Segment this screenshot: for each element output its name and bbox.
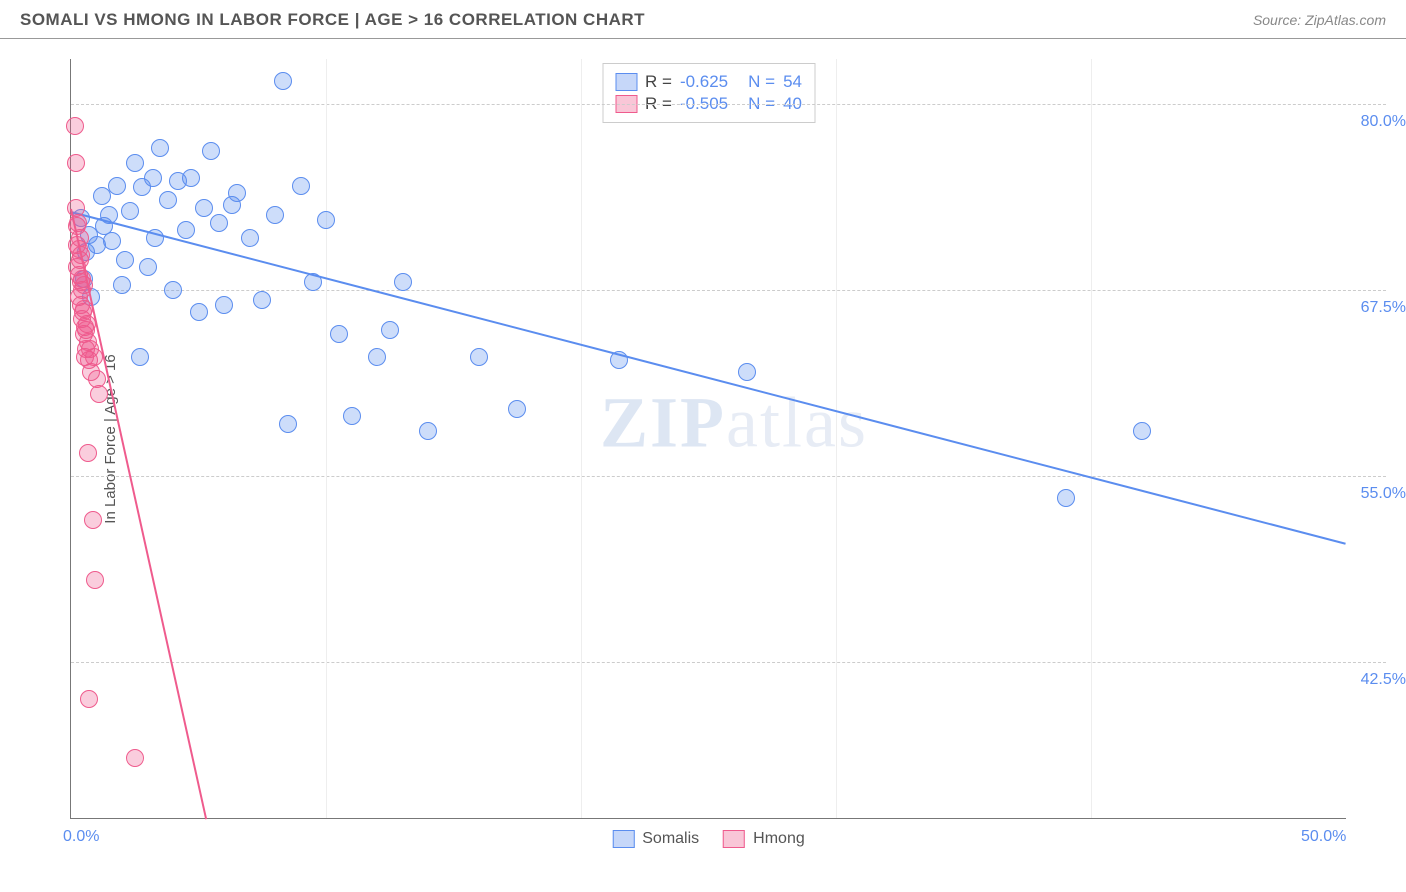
chart-header: SOMALI VS HMONG IN LABOR FORCE | AGE > 1…: [0, 0, 1406, 39]
data-point: [164, 281, 182, 299]
data-point: [126, 154, 144, 172]
data-point: [394, 273, 412, 291]
gridline-vertical: [836, 59, 837, 818]
data-point: [151, 139, 169, 157]
legend-item: Hmong: [723, 830, 805, 848]
data-point: [84, 511, 102, 529]
data-point: [266, 206, 284, 224]
data-point: [470, 348, 488, 366]
gridline-vertical: [581, 59, 582, 818]
n-value: 54: [783, 72, 802, 92]
data-point: [368, 348, 386, 366]
data-point: [144, 169, 162, 187]
data-point: [80, 690, 98, 708]
data-point: [195, 199, 213, 217]
data-point: [190, 303, 208, 321]
data-point: [210, 214, 228, 232]
correlation-legend: R =-0.625N =54R =-0.505N =40: [602, 63, 815, 123]
data-point: [79, 444, 97, 462]
legend-label: Hmong: [753, 830, 805, 848]
data-point: [121, 202, 139, 220]
data-point: [738, 363, 756, 381]
data-point: [215, 296, 233, 314]
data-point: [67, 154, 85, 172]
data-point: [330, 325, 348, 343]
data-point: [90, 385, 108, 403]
y-tick-label: 80.0%: [1361, 113, 1406, 131]
x-tick-label: 50.0%: [1301, 828, 1346, 846]
chart-source: Source: ZipAtlas.com: [1253, 12, 1386, 28]
data-point: [126, 749, 144, 767]
r-label: R =: [645, 72, 672, 92]
data-point: [85, 348, 103, 366]
data-point: [381, 321, 399, 339]
x-tick-label: 0.0%: [63, 828, 99, 846]
data-point: [343, 407, 361, 425]
series-legend: Somalis Hmong: [612, 830, 804, 848]
data-point: [159, 191, 177, 209]
y-tick-label: 55.0%: [1361, 485, 1406, 503]
watermark: ZIPatlas: [600, 382, 868, 465]
legend-label: Somalis: [642, 830, 699, 848]
legend-item: Somalis: [612, 830, 699, 848]
data-point: [108, 177, 126, 195]
gridline-vertical: [326, 59, 327, 818]
r-value: -0.625: [680, 72, 728, 92]
gridline-horizontal: [71, 290, 1386, 291]
data-point: [177, 221, 195, 239]
y-tick-label: 67.5%: [1361, 299, 1406, 317]
data-point: [279, 415, 297, 433]
data-point: [86, 571, 104, 589]
data-point: [241, 229, 259, 247]
data-point: [1133, 422, 1151, 440]
data-point: [202, 142, 220, 160]
y-tick-label: 42.5%: [1361, 671, 1406, 689]
data-point: [317, 211, 335, 229]
data-point: [508, 400, 526, 418]
watermark-atlas: atlas: [726, 383, 868, 463]
data-point: [182, 169, 200, 187]
legend-row: R = -0.625 N = 54: [615, 72, 802, 92]
n-label: N =: [748, 72, 775, 92]
gridline-horizontal: [71, 476, 1386, 477]
data-point: [228, 184, 246, 202]
data-point: [113, 276, 131, 294]
gridline-vertical: [1091, 59, 1092, 818]
data-point: [116, 251, 134, 269]
chart-title: SOMALI VS HMONG IN LABOR FORCE | AGE > 1…: [20, 10, 645, 30]
legend-swatch: [615, 73, 637, 91]
gridline-horizontal: [71, 662, 1386, 663]
data-point: [292, 177, 310, 195]
data-point: [139, 258, 157, 276]
data-point: [131, 348, 149, 366]
data-point: [66, 117, 84, 135]
data-point: [419, 422, 437, 440]
data-point: [103, 232, 121, 250]
watermark-zip: ZIP: [600, 383, 726, 463]
legend-swatch: [612, 830, 634, 848]
scatter-chart: In Labor Force | Age > 16 ZIPatlas R =-0…: [70, 59, 1346, 819]
trend-line: [71, 211, 1347, 545]
data-point: [274, 72, 292, 90]
legend-swatch: [723, 830, 745, 848]
gridline-horizontal: [71, 104, 1386, 105]
data-point: [253, 291, 271, 309]
data-point: [1057, 489, 1075, 507]
